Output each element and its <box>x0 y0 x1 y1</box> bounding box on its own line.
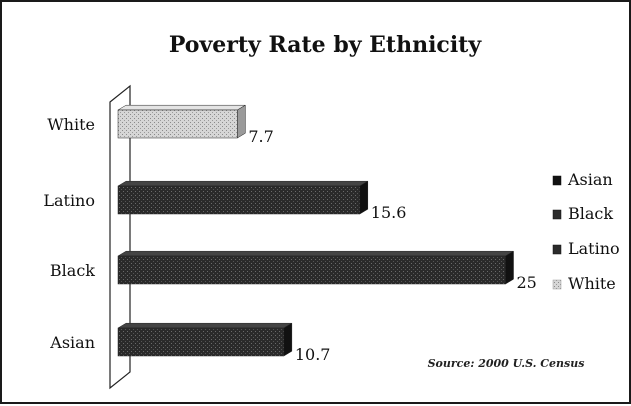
bar-white <box>117 104 247 139</box>
chart-title: Poverty Rate by Ethnicity <box>169 32 482 58</box>
bar-end-asian <box>283 322 293 357</box>
legend-swatch-black <box>552 209 562 220</box>
bar-top-latino <box>117 180 369 187</box>
value-label-black: 25 <box>517 273 537 292</box>
bar-latino <box>117 180 369 215</box>
bar-top-black <box>117 250 515 257</box>
bar-front-asian <box>117 327 285 357</box>
bar-end-white <box>237 104 246 139</box>
value-label-asian: 10.7 <box>295 345 331 364</box>
bar-top-asian <box>117 322 293 329</box>
axis-wall <box>109 84 131 390</box>
bar-black <box>117 250 515 285</box>
value-label-latino: 15.6 <box>371 203 407 222</box>
bar-front-black <box>117 255 506 285</box>
category-label-latino: Latino <box>43 191 95 210</box>
source-annotation: Source: 2000 U.S. Census <box>428 357 585 370</box>
bars-group <box>117 104 515 357</box>
legend-swatch-asian <box>552 175 562 186</box>
category-label-white: White <box>47 115 95 134</box>
value-label-white: 7.7 <box>248 127 273 146</box>
category-label-black: Black <box>50 261 95 280</box>
legend-label-black: Black <box>568 204 613 223</box>
category-labels: White Latino Black Asian <box>43 115 95 352</box>
bar-front-latino <box>117 185 361 215</box>
bar-top-white <box>117 104 247 111</box>
legend-label-asian: Asian <box>567 170 613 189</box>
legend-swatch-white <box>552 279 562 290</box>
category-label-asian: Asian <box>49 333 95 352</box>
legend: Asian Black Latino White <box>552 170 620 293</box>
bar-end-black <box>505 250 514 285</box>
bar-front-white <box>117 109 238 139</box>
value-labels: 7.7 15.6 25 10.7 <box>248 127 537 364</box>
legend-label-white: White <box>568 274 616 293</box>
legend-label-latino: Latino <box>568 239 620 258</box>
legend-swatch-latino <box>552 244 562 255</box>
bar-end-latino <box>359 180 369 215</box>
bar-asian <box>117 322 293 357</box>
